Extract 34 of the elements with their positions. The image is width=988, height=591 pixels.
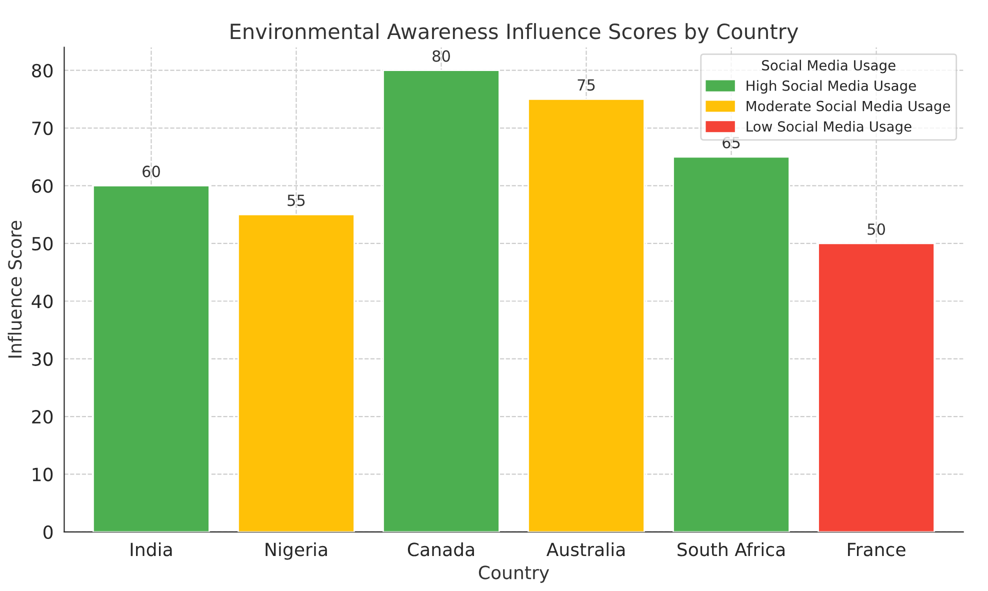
bar bbox=[382, 70, 500, 532]
legend-label: High Social Media Usage bbox=[746, 80, 916, 94]
data-label: 55 bbox=[288, 194, 305, 206]
chart-title: Environmental Awareness Influence Scores by Country bbox=[230, 23, 798, 44]
x-tick-label: Australia bbox=[546, 542, 625, 556]
x-tick-label: South Africa bbox=[678, 542, 784, 556]
legend-label: Moderate Social Media Usage bbox=[746, 100, 950, 114]
bar bbox=[672, 156, 790, 532]
y-tick-label: 50 bbox=[32, 236, 53, 251]
x-tick-label: France bbox=[848, 542, 906, 556]
y-tick-label: 70 bbox=[32, 122, 53, 136]
legend-label: Low Social Media Usage bbox=[746, 120, 912, 134]
bar bbox=[92, 185, 210, 532]
y-axis-title: Influence Score bbox=[8, 220, 22, 358]
y-tick-label: 60 bbox=[32, 179, 53, 193]
y-tick-label: 80 bbox=[32, 64, 53, 78]
data-label: 80 bbox=[432, 50, 450, 62]
x-tick-label: Canada bbox=[408, 542, 474, 556]
y-tick-label: 0 bbox=[44, 525, 53, 540]
y-tick-label: 30 bbox=[32, 352, 53, 366]
y-tick-label: 10 bbox=[32, 468, 53, 482]
x-tick-label: Nigeria bbox=[266, 542, 327, 560]
data-label: 60 bbox=[142, 166, 160, 178]
bar bbox=[238, 214, 355, 532]
data-label: 50 bbox=[868, 223, 885, 235]
data-label: 65 bbox=[722, 136, 740, 148]
x-tick-label: India bbox=[130, 542, 172, 556]
bar bbox=[818, 242, 935, 532]
bar bbox=[528, 98, 645, 532]
x-axis-title: Country bbox=[478, 566, 550, 583]
y-tick-label: 20 bbox=[32, 410, 53, 424]
y-tick-label: 40 bbox=[32, 294, 53, 308]
legend-title: Social Media Usage bbox=[762, 60, 896, 74]
data-label: 75 bbox=[578, 79, 595, 91]
